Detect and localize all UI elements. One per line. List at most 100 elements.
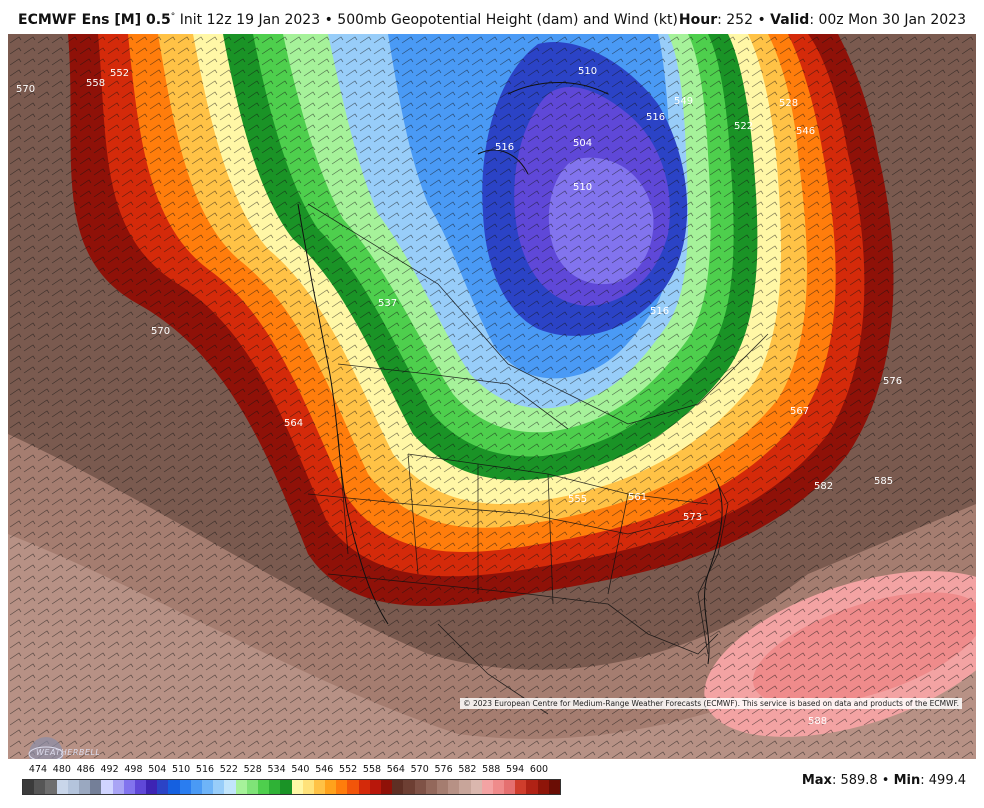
- contour-label: 549: [674, 96, 693, 107]
- min-value: : 499.4: [920, 773, 966, 788]
- forecast-map: 570 558 552 510 516 504 510 522 528 546 …: [8, 34, 976, 759]
- valid-value: : 00z Mon 30 Jan 2023: [809, 12, 966, 28]
- bullet-separator: •: [877, 773, 894, 788]
- contour-label: 552: [110, 68, 129, 79]
- legend-labels: 474 480 486 492 498 504 510 516 522 528 534 540 546 5…: [22, 764, 561, 778]
- legend-swatch: [257, 780, 270, 794]
- degree-symbol: °: [170, 12, 176, 22]
- max-label: Max: [801, 773, 832, 788]
- model-name: ECMWF Ens [M] 0.5: [18, 12, 171, 28]
- contour-label: 570: [151, 326, 170, 337]
- legend-swatch: [190, 780, 202, 794]
- wind-barbs: [8, 34, 976, 759]
- legend-label: 570: [410, 764, 429, 775]
- contour-label: 516: [650, 306, 669, 317]
- legend-colorbar: [22, 779, 561, 795]
- legend-swatch: [537, 780, 549, 794]
- contour-label: 576: [883, 376, 902, 387]
- legend-label: 558: [362, 764, 382, 775]
- legend-label: 546: [315, 764, 334, 775]
- contour-label: 567: [790, 406, 809, 417]
- legend-swatch: [515, 780, 527, 794]
- legend-swatch: [224, 780, 236, 794]
- contour-label: 510: [573, 182, 592, 193]
- legend-swatch: [459, 780, 471, 794]
- contour-label: 516: [495, 142, 514, 153]
- political-borders: [307, 203, 769, 715]
- contour-label: 558: [86, 78, 105, 89]
- contour-label: 564: [284, 418, 303, 429]
- legend-swatch: [325, 780, 337, 794]
- legend-swatch: [302, 780, 314, 794]
- legend-swatch: [392, 780, 404, 794]
- legend-label: 474: [28, 764, 48, 775]
- legend-swatch: [123, 780, 135, 794]
- legend-label: 480: [52, 764, 71, 775]
- contour-label: 570: [16, 84, 35, 95]
- legend-swatch: [403, 780, 415, 794]
- legend-swatch: [369, 780, 381, 794]
- max-min-readout: Max: 589.8 • Min: 499.4: [802, 773, 966, 788]
- legend-swatch: [448, 780, 460, 794]
- legend-swatch: [235, 780, 247, 794]
- legend-label: 600: [529, 764, 549, 775]
- legend-swatch: [23, 780, 35, 794]
- legend-label: 516: [195, 764, 215, 775]
- legend-swatch: [548, 780, 560, 794]
- max-value: : 589.8: [831, 773, 878, 788]
- legend-swatch: [347, 780, 359, 794]
- legend-label: 492: [100, 764, 119, 775]
- color-legend: 474 480 486 492 498 504 510 516 522 528 534 540 546 5…: [22, 764, 561, 804]
- legend-swatch: [34, 780, 46, 794]
- bullet-separator: •: [320, 12, 338, 28]
- copyright-notice: © 2023 European Centre for Medium-Range …: [460, 698, 962, 709]
- contour-label: 585: [874, 476, 893, 487]
- legend-label: 594: [506, 764, 525, 775]
- legend-swatch: [168, 780, 180, 794]
- legend-label: 582: [458, 764, 477, 775]
- legend-swatch: [492, 780, 505, 794]
- legend-swatch: [67, 780, 79, 794]
- legend-swatch: [146, 780, 158, 794]
- legend-label: 540: [291, 764, 310, 775]
- contour-label: 537: [378, 298, 397, 309]
- legend-label: 522: [219, 764, 238, 775]
- legend-swatch: [313, 780, 326, 794]
- contour-label: 522: [734, 121, 753, 132]
- legend-label: 510: [172, 764, 191, 775]
- contour-label: 588: [808, 716, 827, 727]
- height-field: 570 558 552 510 516 504 510 522 528 546 …: [8, 34, 976, 759]
- legend-label: 534: [267, 764, 286, 775]
- legend-swatch: [157, 780, 169, 794]
- legend-swatch: [470, 780, 482, 794]
- legend-swatch: [414, 780, 426, 794]
- valid-label: Valid: [770, 12, 810, 28]
- legend-swatch: [202, 780, 214, 794]
- map-title: ECMWF Ens [M] 0.5° Init 12z 19 Jan 2023 …: [18, 12, 678, 28]
- legend-swatch: [112, 780, 124, 794]
- legend-swatch: [336, 780, 348, 794]
- legend-swatch: [101, 780, 113, 794]
- legend-swatch: [90, 780, 102, 794]
- valid-info: Hour: 252 • Valid: 00z Mon 30 Jan 2023: [679, 12, 966, 28]
- coastlines: [297, 82, 723, 665]
- contour-labels: 570 558 552 510 516 504 510 522 528 546 …: [16, 66, 902, 727]
- legend-swatch: [134, 780, 147, 794]
- legend-swatch: [425, 780, 437, 794]
- contour-label: 504: [573, 138, 592, 149]
- contour-label: 573: [683, 512, 702, 523]
- contour-label: 510: [578, 66, 597, 77]
- legend-swatch: [291, 780, 303, 794]
- legend-swatch: [56, 780, 68, 794]
- legend-swatch: [481, 780, 493, 794]
- legend-swatch: [45, 780, 57, 794]
- contour-label: 561: [628, 492, 647, 503]
- legend-swatch: [436, 780, 449, 794]
- header: ECMWF Ens [M] 0.5° Init 12z 19 Jan 2023 …: [0, 0, 984, 34]
- contour-label: 555: [568, 494, 587, 505]
- weatherbell-logo: WEATHERBELL: [26, 734, 106, 759]
- legend-label: 528: [243, 764, 262, 775]
- legend-label: 552: [339, 764, 358, 775]
- legend-swatch: [179, 780, 191, 794]
- product-name: 500mb Geopotential Height (dam) and Wind…: [337, 12, 678, 28]
